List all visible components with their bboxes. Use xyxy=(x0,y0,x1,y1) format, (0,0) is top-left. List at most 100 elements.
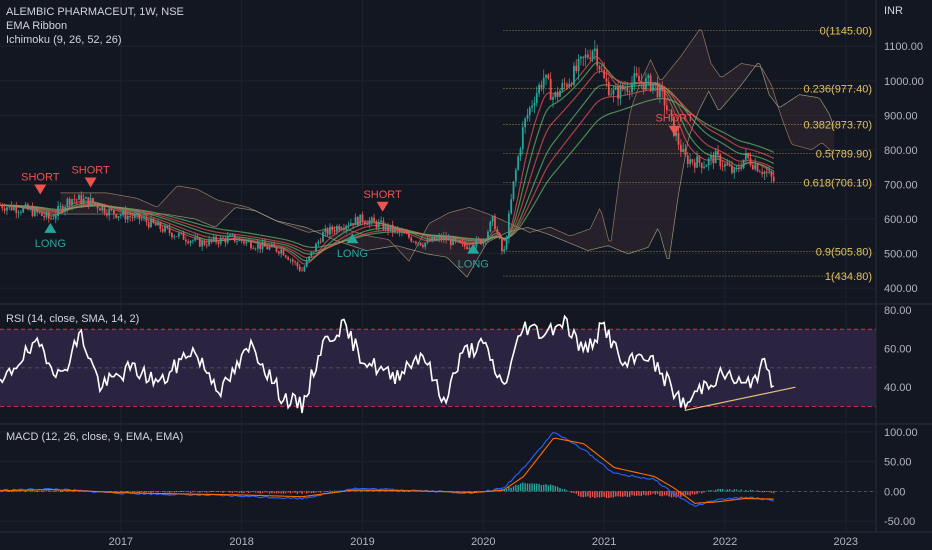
candle-body xyxy=(614,87,617,90)
candle-body xyxy=(275,247,278,252)
macd-histogram-bar xyxy=(628,491,631,497)
macd-histogram-bar xyxy=(317,491,320,493)
candle-body xyxy=(115,214,118,218)
macd-histogram-bar xyxy=(405,491,408,492)
candle-body xyxy=(442,236,445,240)
macd-histogram-bar xyxy=(731,490,733,492)
candle-body xyxy=(226,236,229,243)
macd-histogram-bar xyxy=(127,491,129,492)
macd-histogram-bar xyxy=(652,491,654,494)
candle-body xyxy=(514,169,517,182)
macd-histogram-bar xyxy=(312,491,315,494)
candle-body xyxy=(340,228,343,230)
macd-histogram-bar xyxy=(303,491,306,493)
macd-histogram-bar xyxy=(315,491,317,493)
macd-histogram-bar xyxy=(333,490,336,492)
short-signal-marker xyxy=(84,177,97,188)
macd-histogram-bar xyxy=(48,490,50,492)
macd-histogram-bar xyxy=(580,491,582,497)
macd-histogram-bar xyxy=(584,491,587,497)
macd-histogram-bar xyxy=(36,491,38,492)
candle-body xyxy=(212,236,215,241)
candle-body xyxy=(494,215,496,230)
candle-body xyxy=(700,162,703,169)
candle-body xyxy=(440,236,443,240)
macd-histogram-bar xyxy=(164,491,166,493)
macd-histogram-bar xyxy=(201,491,203,492)
macd-histogram-bar xyxy=(605,491,608,498)
fib-level-label: 1(434.80) xyxy=(825,271,872,283)
candle-body xyxy=(210,239,213,241)
candle-body xyxy=(433,237,436,241)
macd-histogram-bar xyxy=(682,491,684,496)
macd-histogram-bar xyxy=(220,491,222,493)
candle-body xyxy=(1,205,4,209)
candle-body xyxy=(452,237,455,246)
long-signal-marker xyxy=(346,233,359,244)
macd-histogram-bar xyxy=(635,491,638,496)
candle-body xyxy=(189,240,192,244)
macd-histogram-bar xyxy=(522,482,524,492)
candle-body xyxy=(96,204,99,209)
macd-histogram-bar xyxy=(145,491,148,492)
candle-body xyxy=(152,218,155,223)
candle-body xyxy=(268,246,271,250)
candle-body xyxy=(243,241,245,244)
candle-body xyxy=(487,231,489,240)
currency-label: INR xyxy=(884,5,903,17)
candle-body xyxy=(686,155,689,165)
candle-body xyxy=(129,216,132,217)
candle-body xyxy=(642,82,645,90)
ichimoku-label[interactable]: Ichimoku (9, 26, 52, 26) xyxy=(6,34,122,46)
candle-body xyxy=(728,165,731,167)
candle-body xyxy=(108,208,111,216)
macd-histogram-bar xyxy=(582,491,584,498)
macd-histogram-bar xyxy=(512,486,515,492)
macd-title[interactable]: MACD (12, 26, close, 9, EMA, EMA) xyxy=(6,431,184,443)
macd-histogram-bar xyxy=(640,491,643,497)
candle-body xyxy=(459,240,461,243)
candle-body xyxy=(717,151,719,155)
candle-body xyxy=(424,242,427,247)
candle-body xyxy=(484,239,487,241)
candle-body xyxy=(201,241,204,247)
candle-body xyxy=(454,237,457,241)
candle-body xyxy=(166,226,169,228)
candle-body xyxy=(580,56,582,59)
candle-body xyxy=(475,238,478,247)
candle-body xyxy=(317,241,320,244)
candle-body xyxy=(549,78,552,100)
rsi-title[interactable]: RSI (14, close, SMA, 14, 2) xyxy=(6,313,140,325)
candle-body xyxy=(428,238,431,242)
candle-body xyxy=(359,214,362,226)
macd-histogram-bar xyxy=(329,490,331,492)
macd-histogram-bar xyxy=(1,491,4,492)
candle-body xyxy=(568,83,571,87)
macd-histogram-bar xyxy=(566,490,568,492)
candle-body xyxy=(198,237,201,247)
macd-histogram-bar xyxy=(619,491,622,497)
macd-histogram-bar xyxy=(173,491,175,493)
short-signal-label: SHORT xyxy=(71,165,110,177)
macd-histogram-bar xyxy=(134,491,136,493)
candle-body xyxy=(61,205,64,212)
candle-body xyxy=(603,70,606,79)
candle-body xyxy=(765,171,768,173)
candle-body xyxy=(80,195,83,205)
candle-body xyxy=(250,241,252,249)
symbol-title[interactable]: ALEMBIC PHARMACEUT, 1W, NSE xyxy=(6,6,184,18)
candle-body xyxy=(33,208,36,216)
macd-histogram-bar xyxy=(577,491,580,496)
candle-body xyxy=(575,65,578,72)
candle-body xyxy=(22,207,25,213)
candle-body xyxy=(40,212,43,216)
x-tick-label: 2019 xyxy=(350,536,374,548)
macd-histogram-bar xyxy=(287,491,289,493)
macd-histogram-bar xyxy=(168,491,171,493)
candle-body xyxy=(510,199,513,214)
candle-body xyxy=(461,242,464,244)
ema-ribbon-label[interactable]: EMA Ribbon xyxy=(6,20,68,32)
candle-body xyxy=(54,215,57,219)
macd-histogram-bar xyxy=(243,491,245,494)
